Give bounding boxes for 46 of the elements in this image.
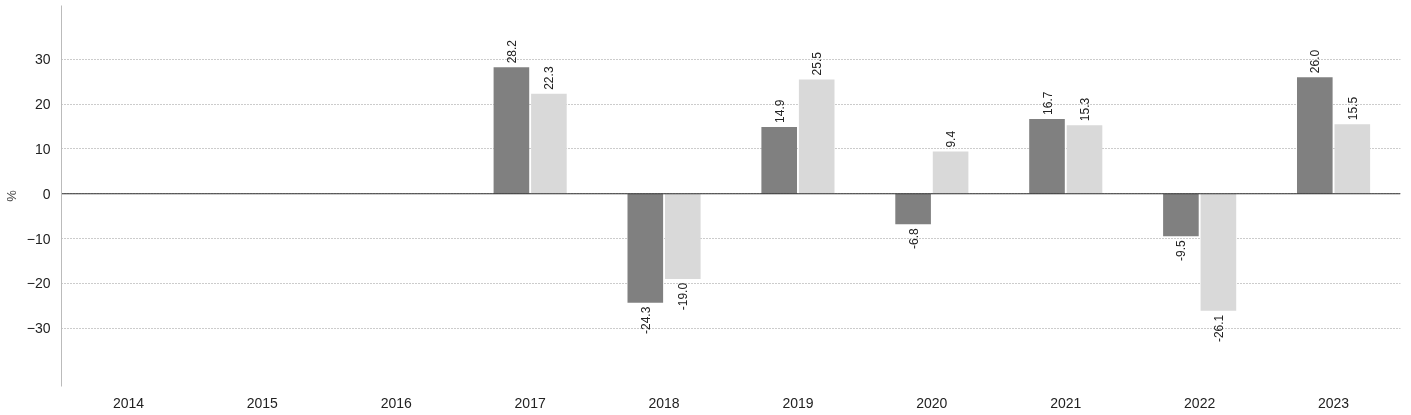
bar <box>1334 124 1371 194</box>
data-label: -9.5 <box>1174 240 1189 262</box>
x-tick-label: 2023 <box>1317 394 1350 411</box>
data-label: 15.3 <box>1078 97 1092 122</box>
bar <box>493 67 530 194</box>
bar <box>798 79 835 194</box>
y-tick-label: 30 <box>34 51 51 68</box>
y-tick-label: 10 <box>34 140 51 157</box>
data-label: 14.9 <box>772 99 787 123</box>
bar <box>895 193 931 225</box>
x-tick-label: 2020 <box>916 394 948 411</box>
bar <box>1200 193 1237 311</box>
y-tick-label: 0 <box>42 185 51 202</box>
data-label: 9.4 <box>944 130 959 148</box>
data-label: 22.3 <box>542 66 557 90</box>
bar <box>531 93 567 194</box>
x-tick-label: 2019 <box>782 394 814 411</box>
bar <box>761 126 798 194</box>
x-tick-label: 2016 <box>380 394 413 411</box>
data-label: 28.2 <box>504 39 519 64</box>
data-label: 26.0 <box>1308 49 1323 74</box>
bar <box>664 193 701 279</box>
x-tick-label: 2017 <box>514 394 546 411</box>
data-label: -26.1 <box>1211 314 1226 343</box>
data-label: 15.5 <box>1345 96 1360 121</box>
x-tick-label: 2015 <box>246 394 279 411</box>
bar <box>1029 118 1065 194</box>
bar <box>932 151 969 194</box>
bar <box>627 193 664 303</box>
bar <box>1297 77 1333 194</box>
x-tick-label: 2014 <box>112 394 145 411</box>
y-axis-title: % <box>3 189 19 202</box>
y-tick-label: −20 <box>26 275 51 292</box>
data-label: 25.5 <box>810 51 825 76</box>
y-tick-label: −30 <box>26 320 51 337</box>
data-label: -24.3 <box>638 306 653 335</box>
x-tick-label: 2021 <box>1050 394 1082 411</box>
y-tick-label: −10 <box>26 230 51 247</box>
x-tick-label: 2022 <box>1184 394 1216 411</box>
bar <box>1163 193 1199 237</box>
x-tick-label: 2018 <box>648 394 680 411</box>
bar <box>1066 125 1103 194</box>
data-label: -19.0 <box>676 282 691 311</box>
y-tick-label: 20 <box>34 96 51 113</box>
data-label: 16.7 <box>1040 91 1055 115</box>
data-label: -6.8 <box>906 227 921 249</box>
